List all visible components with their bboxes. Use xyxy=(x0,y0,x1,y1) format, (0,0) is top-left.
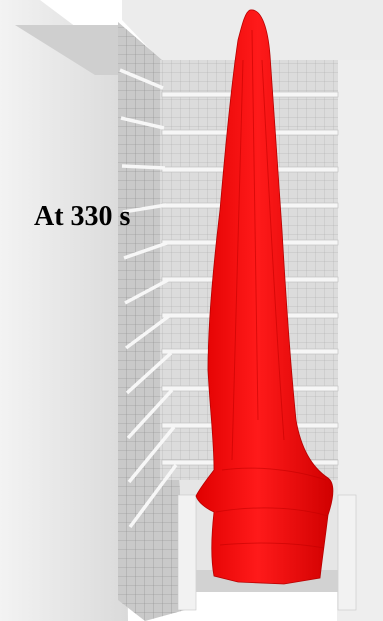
smoke-plume xyxy=(195,9,334,585)
ground-floor-right-pillar xyxy=(337,494,357,611)
left-wall-top-face xyxy=(15,25,118,75)
left-foreground-wall xyxy=(0,0,128,621)
ground-floor-left-pillar xyxy=(177,494,197,611)
left-facade-slabs xyxy=(119,68,178,529)
time-label: At 330 s xyxy=(34,201,131,232)
